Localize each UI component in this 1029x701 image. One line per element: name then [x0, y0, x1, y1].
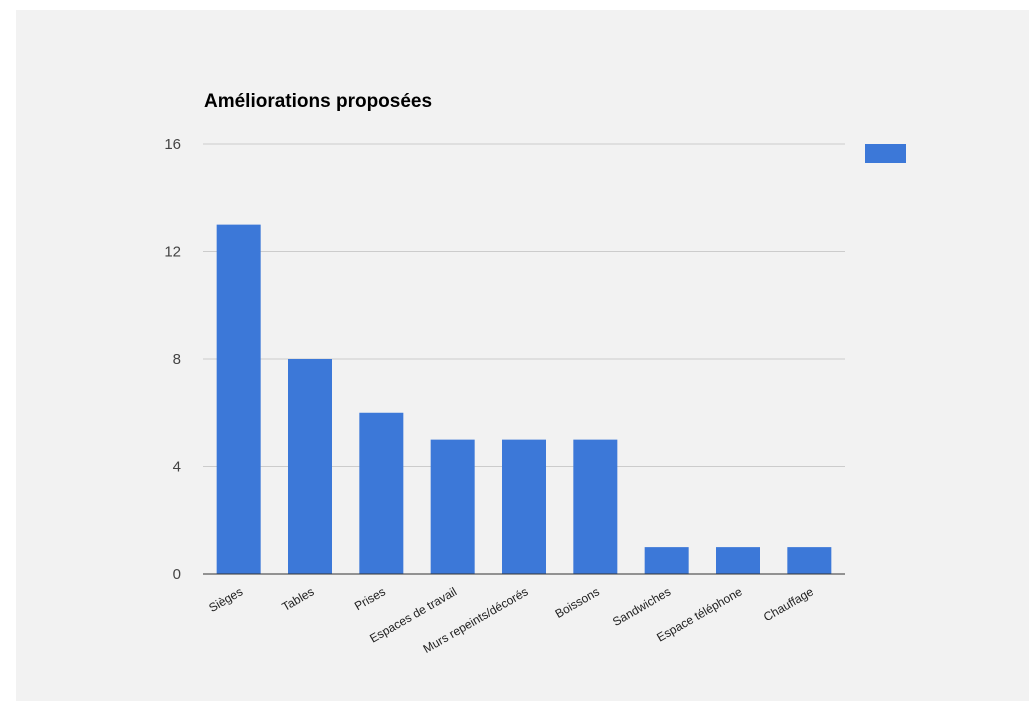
bar: [716, 547, 760, 574]
y-tick-label: 16: [164, 136, 181, 153]
x-category-label: Sièges: [206, 584, 245, 614]
bar: [430, 439, 475, 574]
bar: [502, 439, 546, 574]
y-axis-tick-labels: 0 4 8 12 16: [164, 136, 181, 583]
bar: [359, 412, 404, 574]
legend-swatch: [865, 144, 906, 163]
bar: [644, 547, 689, 574]
x-category-label: Tables: [279, 584, 316, 613]
y-tick-label: 0: [173, 566, 181, 583]
x-category-label: Boissons: [553, 584, 602, 620]
y-tick-label: 8: [173, 351, 181, 368]
bars: [216, 224, 832, 574]
y-tick-label: 12: [164, 244, 181, 261]
bar: [288, 359, 332, 574]
x-category-label: Sandwiches: [610, 584, 673, 628]
bar-chart: Améliorations proposées 0 4 8 12 16 Sièges Ta…: [164, 91, 906, 656]
bar: [216, 224, 261, 574]
chart-title: Améliorations proposées: [204, 91, 432, 112]
x-category-label: Prises: [352, 584, 388, 613]
x-category-label: Chauffage: [761, 584, 816, 624]
chart-panel: Améliorations proposées 0 4 8 12 16 Sièges Ta…: [16, 10, 1029, 701]
bar: [573, 439, 618, 574]
y-tick-label: 4: [173, 459, 181, 476]
bar: [787, 547, 832, 574]
legend: [865, 144, 906, 163]
